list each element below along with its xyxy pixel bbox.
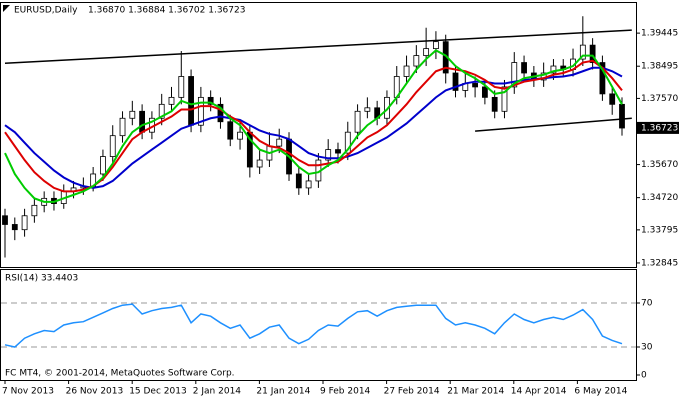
candle-body xyxy=(305,180,312,189)
candle-body xyxy=(599,62,606,95)
trendline xyxy=(4,29,632,64)
x-tick-label: 2 Jan 2014 xyxy=(193,387,241,397)
candle-body xyxy=(237,131,243,140)
rsi-panel xyxy=(0,269,637,381)
candle-body xyxy=(139,110,146,133)
y-tick-label: 1.35670 xyxy=(641,160,678,170)
moving-average xyxy=(4,49,623,203)
candle-body xyxy=(335,149,341,154)
y-tick-label: 1.39445 xyxy=(641,29,678,39)
ohlc-text: 1.36870 1.36884 1.36702 1.36723 xyxy=(88,6,245,16)
candle-body xyxy=(2,215,8,225)
candle-body xyxy=(413,55,420,67)
candle-body xyxy=(491,96,498,112)
candle-body xyxy=(11,224,18,231)
candle-body xyxy=(452,72,459,91)
candle-body xyxy=(364,107,371,112)
current-price-box xyxy=(637,121,679,134)
candle-body xyxy=(188,76,194,126)
rsi-line xyxy=(4,303,623,348)
candle-body xyxy=(178,76,185,98)
candle-body xyxy=(256,159,263,168)
candle-body xyxy=(403,65,410,77)
candle-body xyxy=(481,86,488,98)
panel-icon xyxy=(3,5,10,12)
candle-body xyxy=(472,83,478,88)
candle-body xyxy=(325,149,332,161)
candle-body xyxy=(501,86,508,112)
y-tick-label: 1.34720 xyxy=(641,193,678,203)
candle-body xyxy=(619,103,625,129)
x-tick-label: 21 Mar 2014 xyxy=(447,387,504,397)
y-tick-label: 1.32845 xyxy=(641,258,678,268)
candle-body xyxy=(109,135,116,157)
candle-body xyxy=(158,103,165,119)
candle-body xyxy=(609,93,616,105)
candle-body xyxy=(433,41,439,50)
footer: FC MT4, © 2001-2014, MetaQuotes Software… xyxy=(5,369,235,379)
y-tick-label: 30 xyxy=(641,343,653,353)
candle-body xyxy=(21,215,28,231)
candle-body xyxy=(197,96,204,126)
candle-body xyxy=(168,96,175,105)
x-tick-label: 27 Feb 2014 xyxy=(384,387,440,397)
candle-body xyxy=(423,48,430,56)
candle-body xyxy=(579,44,586,60)
candle-body xyxy=(344,131,351,154)
moving-average xyxy=(4,59,623,193)
x-tick-label: 9 Feb 2014 xyxy=(320,387,371,397)
trendline xyxy=(475,117,632,132)
candle-body xyxy=(354,110,361,133)
candle-body xyxy=(227,121,234,140)
candle-body xyxy=(100,156,106,175)
x-tick-label: 7 Nov 2013 xyxy=(2,387,54,397)
main-panel xyxy=(0,2,637,268)
candle-body xyxy=(31,204,38,217)
x-tick-label: 6 May 2014 xyxy=(574,387,627,397)
candle-body xyxy=(550,65,557,74)
candle-body xyxy=(521,62,527,74)
candle-body xyxy=(119,117,126,137)
candle-body xyxy=(217,103,224,123)
symbol: EURUSD,Daily xyxy=(14,6,78,16)
x-tick-label: 15 Dec 2013 xyxy=(129,387,187,397)
candle-body xyxy=(589,44,596,63)
y-tick-label: 0 xyxy=(641,371,647,381)
candle-body xyxy=(129,110,136,119)
x-tick-label: 21 Jan 2014 xyxy=(256,387,310,397)
y-tick-label: 1.33795 xyxy=(641,225,678,235)
rsi-title: RSI(14) 33.4403 xyxy=(5,274,78,284)
candle-body xyxy=(511,62,518,88)
y-tick-label: 1.37570 xyxy=(641,94,678,104)
y-tick-label: 70 xyxy=(641,299,653,309)
x-tick-label: 14 Apr 2014 xyxy=(511,387,567,397)
current-price-label: 1.36723 xyxy=(641,123,678,133)
candle-body xyxy=(207,96,214,105)
y-tick-label: 1.38495 xyxy=(641,62,678,72)
candle-body xyxy=(295,173,302,189)
x-tick-label: 26 Nov 2013 xyxy=(66,387,124,397)
candle-body xyxy=(276,138,283,147)
